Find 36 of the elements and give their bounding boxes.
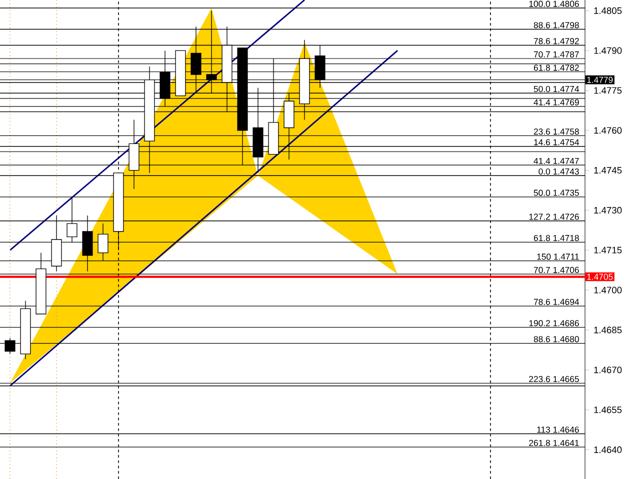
ref-line-label: 78.6 1.4792 xyxy=(534,38,579,44)
y-tick-label: 1.4715 xyxy=(594,246,622,254)
y-tick-label: 1.4670 xyxy=(594,366,622,374)
ref-line-label: 61.8 1.4782 xyxy=(534,64,579,71)
y-tick-label: 1.4700 xyxy=(594,286,622,294)
ref-line-label: 70.7 1.4706 xyxy=(534,266,579,274)
ref-line-label: 261.8 1.4641 xyxy=(529,440,579,446)
ref-line-label: 70.7 1.4787 xyxy=(534,51,579,58)
y-tick-label: 1.4745 xyxy=(594,167,622,174)
ref-line-label: 41.4 1.4769 xyxy=(534,99,579,106)
y-tick-label: 1.4655 xyxy=(594,406,622,414)
y-tick-label: 1.4790 xyxy=(594,47,622,54)
ref-line-label: 88.6 1.4680 xyxy=(534,336,579,342)
ref-line-label: 100.0 1.4806 xyxy=(529,0,579,7)
ref-line-label: 41.4 1.4747 xyxy=(534,158,579,164)
ref-line-label: 50.0 1.4735 xyxy=(534,190,579,196)
ref-line-label: 78.6 1.4694 xyxy=(534,298,580,305)
y-tick-label: 1.4805 xyxy=(594,7,622,14)
y-tick-label: 1.4775 xyxy=(594,87,622,94)
ref-line-label: 1.4705 xyxy=(587,274,613,280)
ref-line-label: 113 1.4646 xyxy=(537,426,579,433)
y-tick-label: 1.4640 xyxy=(594,446,622,454)
ref-line-label: 1.4779 xyxy=(587,76,613,83)
ref-line-label: 223.6 1.4665 xyxy=(529,376,579,382)
y-tick-label: 1.4730 xyxy=(594,206,622,214)
ref-line-label: 127.2 1.4726 xyxy=(529,214,579,220)
y-tick-label: 1.4685 xyxy=(594,326,622,334)
ref-line-label: 190.2 1.4686 xyxy=(529,320,579,326)
ref-line-label: 14.6 1.4754 xyxy=(534,139,580,146)
y-tick-label: 1.4760 xyxy=(594,127,622,134)
ref-line-label: 50.0 1.4774 xyxy=(534,86,580,92)
ref-line-label: 88.6 1.4798 xyxy=(534,22,579,28)
ref-line-label: 150 1.4711 xyxy=(537,254,579,260)
ref-line-label: 61.8 1.4718 xyxy=(534,234,579,242)
ref-line-label: 23.6 1.4758 xyxy=(534,128,579,135)
ref-line-label: 0.0 1.4743 xyxy=(538,168,579,175)
